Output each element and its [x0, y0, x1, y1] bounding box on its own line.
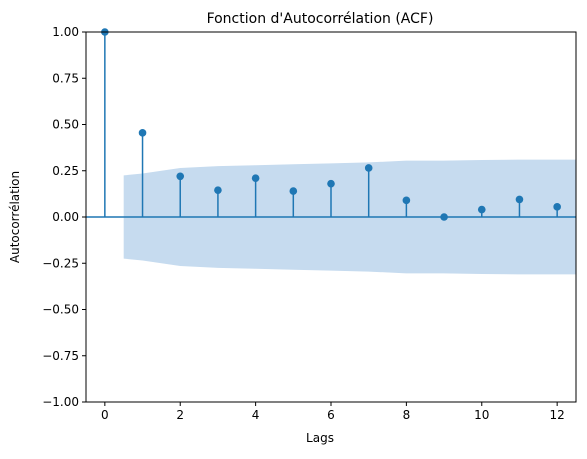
acf-point-lag-3: [214, 186, 222, 194]
y-tick-label: −0.25: [42, 256, 79, 270]
acf-point-lag-6: [327, 179, 335, 188]
y-tick-label: 0.50: [52, 118, 79, 132]
y-tick-label: −1.00: [42, 395, 79, 409]
x-tick-label: 8: [403, 408, 411, 422]
acf-point-lag-11: [515, 195, 524, 204]
x-tick-label: 0: [101, 408, 109, 422]
acf-point-lag-1: [138, 129, 147, 137]
acf-point-lag-10: [477, 205, 486, 214]
x-axis-label: Lags: [306, 431, 334, 445]
x-tick-label: 6: [327, 408, 335, 422]
y-tick-label: 0.00: [52, 210, 79, 224]
plot-area: 0 2 4 6 8 10 12 −1.00 −0.75 −0.50 −0.25 0.00 0.25 0.5…: [42, 25, 577, 422]
y-tick-label: 0.75: [52, 71, 79, 85]
chart-title: Fonction d'Autocorrélation (ACF): [207, 11, 434, 27]
y-tick-label: −0.50: [42, 303, 79, 317]
acf-point-lag-4: [251, 174, 260, 182]
acf-point-lag-8: [402, 196, 411, 205]
y-axis-label: Autocorrélation: [8, 171, 22, 263]
x-tick-label: 10: [474, 408, 489, 422]
x-tick-label: 2: [176, 408, 184, 422]
y-tick-label: −0.75: [42, 349, 79, 363]
acf-point-lag-7: [364, 164, 373, 172]
acf-point-lag-5: [289, 187, 298, 195]
acf-point-lag-12: [553, 203, 561, 211]
x-tick-label: 4: [252, 408, 260, 422]
x-tick-label: 12: [550, 408, 565, 422]
y-tick-label: 0.25: [52, 164, 79, 178]
y-tick-label: 1.00: [52, 25, 79, 39]
acf-point-lag-9: [440, 213, 448, 221]
acf-point-lag-2: [176, 172, 185, 181]
